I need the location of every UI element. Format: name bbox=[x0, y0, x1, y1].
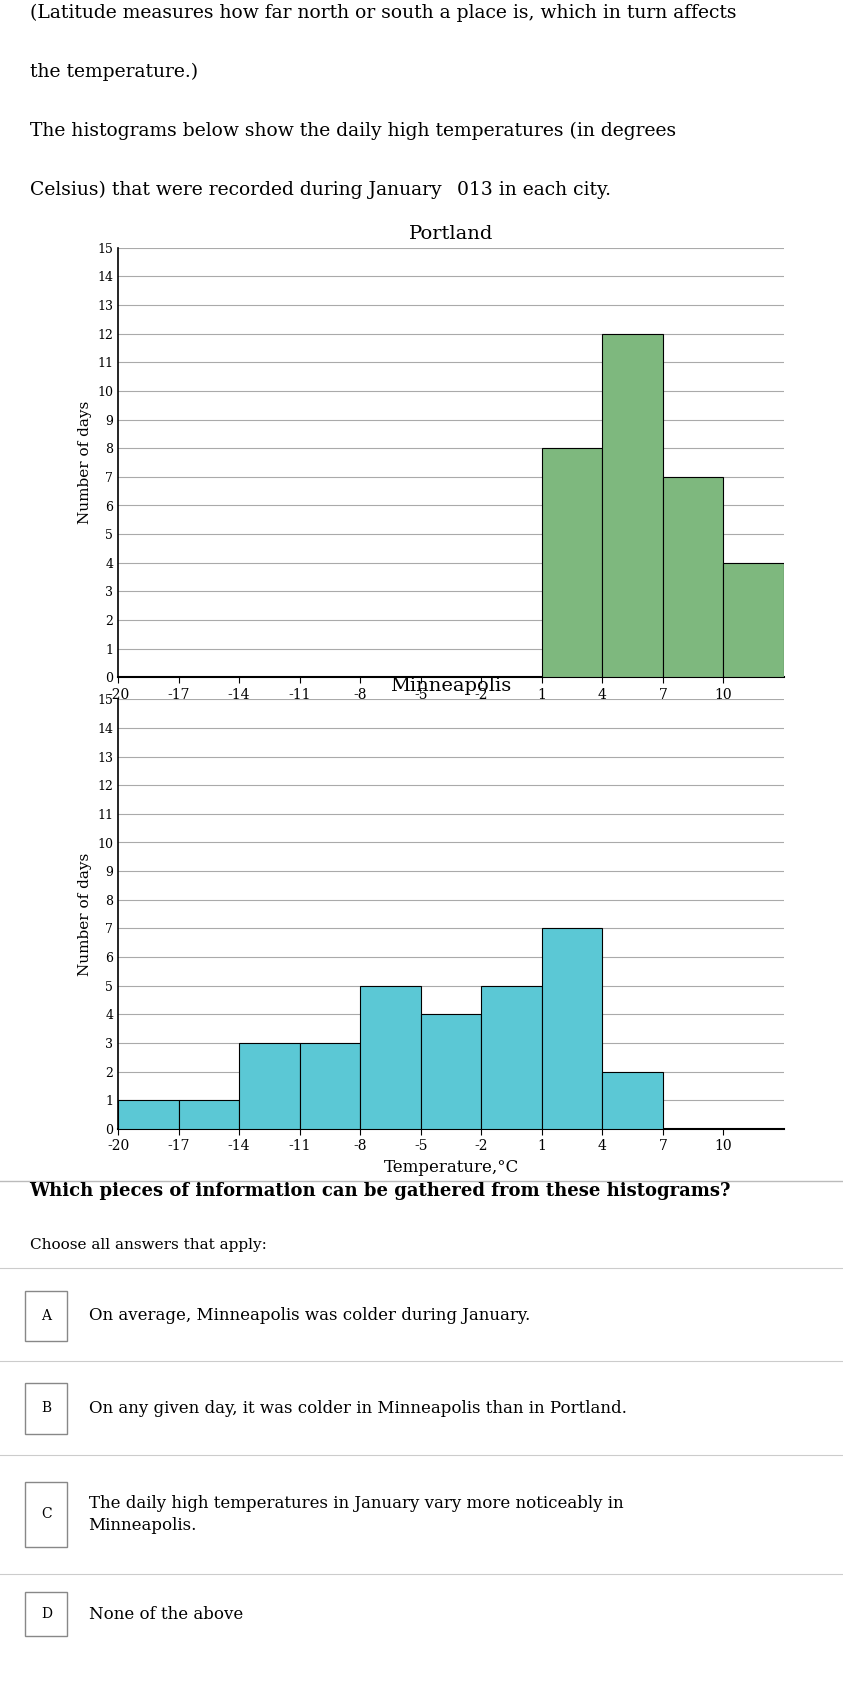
Bar bbox=[663, 477, 723, 677]
Text: Celsius) that were recorded during January  013 in each city.: Celsius) that were recorded during Janua… bbox=[30, 182, 610, 199]
Bar bbox=[723, 563, 784, 677]
X-axis label: Temperature,°C: Temperature,°C bbox=[384, 708, 518, 725]
X-axis label: Temperature,°C: Temperature,°C bbox=[384, 1159, 518, 1176]
Bar bbox=[542, 928, 603, 1129]
Bar bbox=[299, 1043, 360, 1129]
Bar bbox=[421, 1014, 481, 1129]
Text: On average, Minneapolis was colder during January.: On average, Minneapolis was colder durin… bbox=[89, 1308, 529, 1324]
Text: A: A bbox=[41, 1309, 51, 1323]
Bar bbox=[481, 986, 542, 1129]
Text: None of the above: None of the above bbox=[89, 1606, 243, 1623]
Bar bbox=[179, 1100, 239, 1129]
Bar bbox=[603, 1072, 663, 1129]
Text: The histograms below show the daily high temperatures (in degrees: The histograms below show the daily high… bbox=[30, 123, 675, 140]
Text: B: B bbox=[41, 1402, 51, 1415]
Y-axis label: Number of days: Number of days bbox=[78, 853, 92, 976]
FancyBboxPatch shape bbox=[25, 1592, 67, 1636]
Text: C: C bbox=[41, 1508, 51, 1522]
Text: Choose all answers that apply:: Choose all answers that apply: bbox=[30, 1237, 266, 1252]
FancyBboxPatch shape bbox=[25, 1382, 67, 1434]
FancyBboxPatch shape bbox=[25, 1291, 67, 1341]
Text: D: D bbox=[40, 1607, 52, 1621]
Text: The daily high temperatures in January vary more noticeably in
Minneapolis.: The daily high temperatures in January v… bbox=[89, 1495, 623, 1533]
Bar bbox=[239, 1043, 299, 1129]
Text: On any given day, it was colder in Minneapolis than in Portland.: On any given day, it was colder in Minne… bbox=[89, 1400, 626, 1417]
Title: Portland: Portland bbox=[409, 226, 493, 243]
FancyBboxPatch shape bbox=[25, 1481, 67, 1547]
Text: the temperature.): the temperature.) bbox=[30, 64, 197, 81]
Bar bbox=[603, 334, 663, 677]
Bar bbox=[542, 448, 603, 677]
Title: Minneapolis: Minneapolis bbox=[390, 677, 512, 694]
Y-axis label: Number of days: Number of days bbox=[78, 401, 92, 524]
Text: Which pieces of information can be gathered from these histograms?: Which pieces of information can be gathe… bbox=[30, 1183, 731, 1200]
Bar bbox=[118, 1100, 179, 1129]
Bar bbox=[360, 986, 421, 1129]
Text: (Latitude measures how far north or south a place is, which in turn affects: (Latitude measures how far north or sout… bbox=[30, 5, 736, 22]
